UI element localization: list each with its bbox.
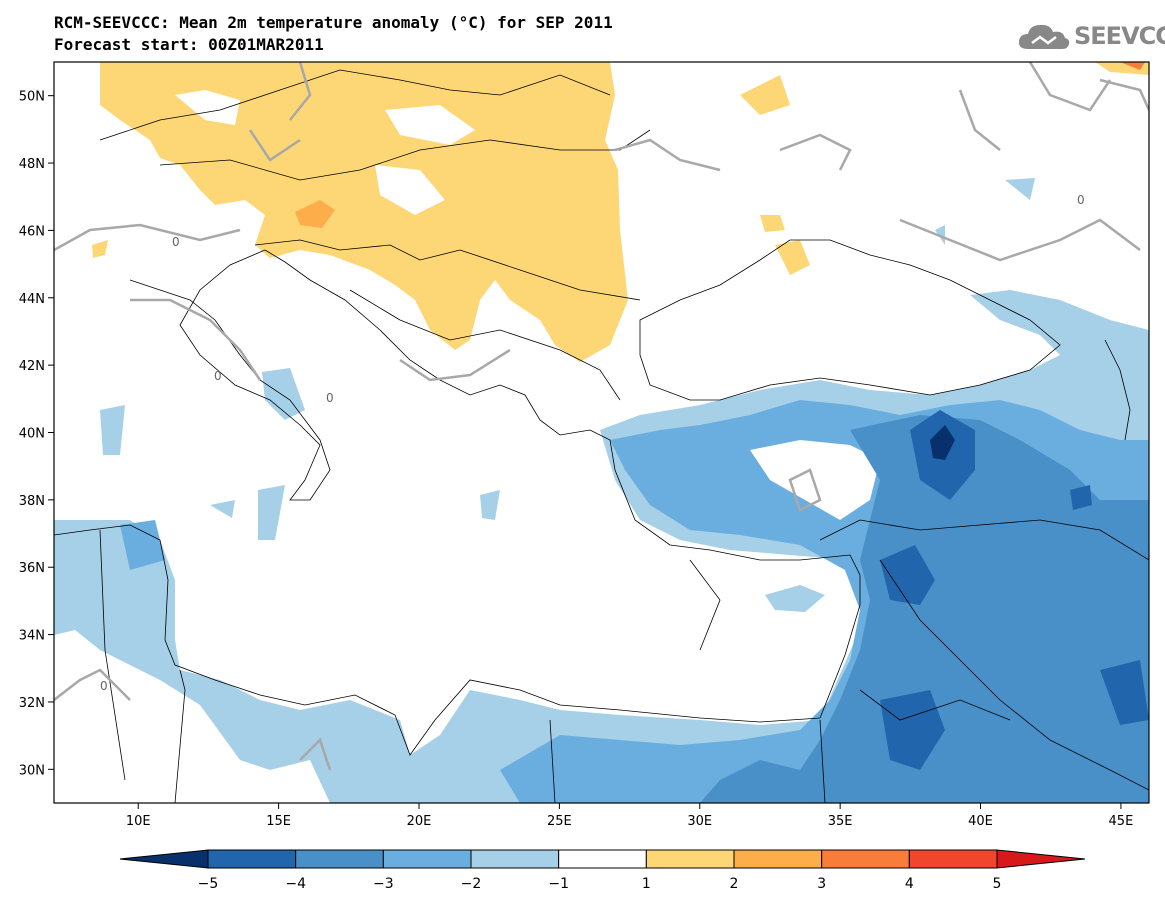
colorbar-swatch (996, 849, 1086, 869)
anomaly-field (54, 62, 1149, 803)
warm-gap (375, 165, 445, 215)
border (99, 529, 126, 781)
border (349, 289, 621, 401)
contour-label: 0 (326, 391, 334, 405)
warm-gap (175, 90, 240, 125)
colorbar-label: 2 (730, 876, 739, 892)
colorbar-label: 4 (905, 876, 914, 892)
warm-anomaly-region (100, 62, 628, 362)
colorbar: −5 −4 −3 −2 −1 1 2 3 4 5 (119, 849, 1086, 892)
contour-label: 0 (1077, 193, 1085, 207)
colorbar-swatch (908, 849, 998, 869)
cool-patch (120, 520, 165, 570)
border (254, 239, 641, 301)
border (819, 719, 826, 803)
warm-gap (385, 105, 475, 145)
colorbar-label: −1 (548, 876, 569, 892)
map-title: RCM-SEEVCCC: Mean 2m temperature anomaly… (54, 13, 613, 32)
colorbar-label: 3 (817, 876, 826, 892)
zero-contours (54, 62, 1149, 771)
colorbar-label: 1 (642, 876, 651, 892)
colorbar-label: −5 (198, 876, 219, 892)
colorbar-swatch (733, 849, 823, 869)
colorbar-label: −4 (285, 876, 306, 892)
cool-patch (262, 368, 305, 420)
border (99, 69, 611, 141)
latitude-axis: 50N 48N 46N 44N 42N 40N 38N 36N 34N 32N 30N (19, 90, 54, 778)
cool-min (930, 425, 955, 460)
lat-tick-label: 42N (19, 359, 45, 374)
colorbar-label: 5 (993, 876, 1002, 892)
lat-tick-label: 36N (19, 561, 45, 576)
lat-tick-label: 30N (19, 763, 45, 778)
lat-tick-label: 40N (19, 427, 45, 442)
border (859, 689, 1011, 721)
colorbar-label: −3 (373, 876, 394, 892)
border (689, 559, 721, 651)
cool-patch (480, 490, 500, 520)
lon-tick-label: 20E (407, 814, 432, 829)
coastline-blacksea (639, 239, 1061, 401)
border (159, 129, 651, 181)
cloud-icon (1018, 24, 1070, 49)
cool-anomaly-region (700, 415, 1149, 803)
lon-tick-label: 25E (547, 814, 572, 829)
warm-core (1120, 62, 1145, 70)
warm-patch (775, 240, 810, 275)
lon-tick-label: 40E (968, 814, 993, 829)
colorbar-swatch (821, 849, 910, 869)
lat-tick-label: 50N (19, 90, 45, 105)
warm-patch (760, 215, 785, 232)
colorbar-swatch (295, 849, 384, 869)
cool-patch (100, 405, 125, 455)
lon-tick-label: 15E (266, 814, 291, 829)
colorbar-swatch (207, 849, 297, 869)
colorbar-swatch (470, 849, 560, 869)
colorbar-label: −2 (461, 876, 482, 892)
lon-tick-label: 45E (1109, 814, 1134, 829)
lon-tick-label: 10E (126, 814, 151, 829)
cool-patch (210, 500, 235, 518)
seevccc-logo: SEEVCCC (1018, 20, 1165, 52)
forecast-start: Forecast start: 00Z01MAR2011 (54, 35, 324, 54)
cool-core (1070, 485, 1092, 510)
cool-gap (750, 440, 880, 520)
lat-tick-label: 38N (19, 494, 45, 509)
border (174, 669, 186, 803)
contour-label: 0 (100, 679, 108, 693)
contour-label: 0 (172, 235, 180, 249)
coastline-mediterranean (54, 249, 861, 756)
warm-patch (740, 75, 790, 115)
longitude-axis: 10E 15E 20E 25E 30E 35E 40E 45E (126, 803, 1133, 829)
colorbar-swatch (119, 849, 209, 869)
lon-tick-label: 35E (828, 814, 853, 829)
lat-tick-label: 32N (19, 696, 45, 711)
colorbar-swatch (558, 849, 647, 869)
lat-tick-label: 44N (19, 292, 45, 307)
colorbar-swatch (645, 849, 735, 869)
border (819, 519, 1149, 561)
border (549, 719, 556, 803)
lon-tick-label: 30E (687, 814, 712, 829)
warm-patch (92, 240, 108, 258)
cool-patch (765, 585, 825, 612)
cool-core (1100, 660, 1149, 725)
cool-patch (258, 485, 285, 540)
coastline-caspian (1104, 339, 1131, 441)
warm-core (295, 200, 335, 228)
colorbar-swatch (382, 849, 472, 869)
contour-label: 0 (214, 369, 222, 383)
cool-patch (1005, 178, 1035, 200)
cool-core (880, 545, 935, 605)
lat-tick-label: 34N (19, 629, 45, 644)
border (879, 559, 1149, 791)
lat-tick-label: 48N (19, 157, 45, 172)
lat-tick-label: 46N (19, 224, 45, 239)
